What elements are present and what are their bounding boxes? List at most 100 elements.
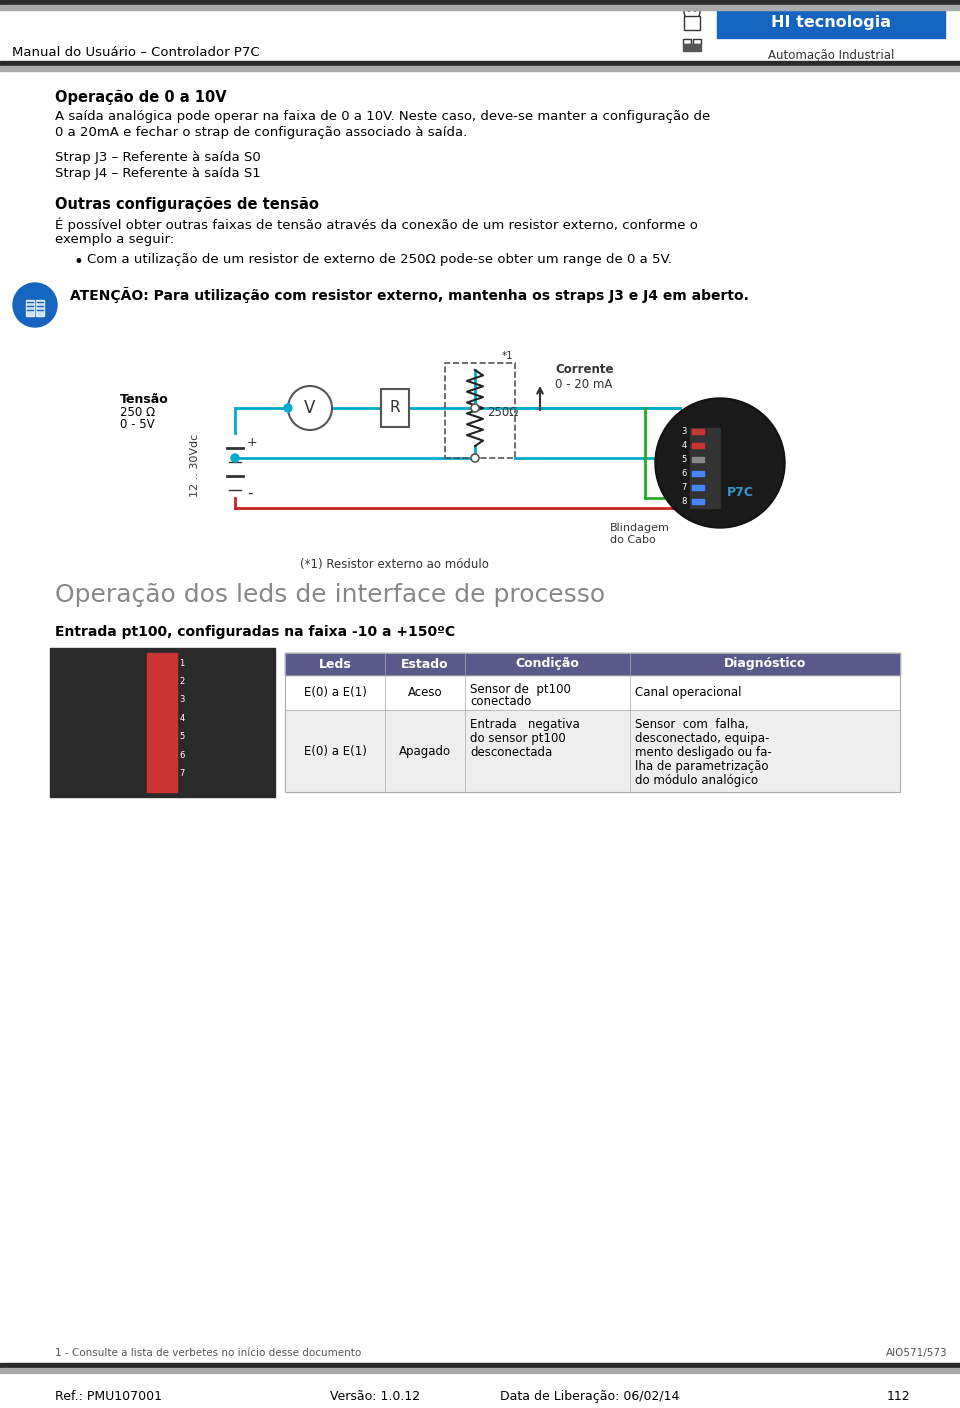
Text: 3: 3 — [682, 427, 687, 435]
Text: Ref.: PMU107001: Ref.: PMU107001 — [55, 1390, 162, 1402]
Text: Apagado: Apagado — [399, 745, 451, 758]
Text: do módulo analógico: do módulo analógico — [635, 774, 758, 787]
Text: Sensor de  pt100: Sensor de pt100 — [470, 683, 571, 696]
Text: 4: 4 — [180, 714, 184, 722]
Text: +: + — [247, 436, 257, 449]
Text: Strap J3 – Referente à saída S0: Strap J3 – Referente à saída S0 — [55, 151, 261, 163]
Text: 1 - Consulte a lista de verbetes no início desse documento: 1 - Consulte a lista de verbetes no iníc… — [55, 1347, 361, 1357]
Text: Versão: 1.0.12: Versão: 1.0.12 — [330, 1390, 420, 1402]
Text: 12 .. 30Vdc: 12 .. 30Vdc — [190, 434, 200, 497]
Text: do Cabo: do Cabo — [610, 535, 656, 545]
Text: Outras configurações de tensão: Outras configurações de tensão — [55, 197, 319, 213]
Text: 112: 112 — [886, 1390, 910, 1402]
Text: Entrada   negativa: Entrada negativa — [470, 718, 580, 731]
Text: ATENÇÃO: Para utilização com resistor externo, mantenha os straps J3 e J4 em abe: ATENÇÃO: Para utilização com resistor ex… — [70, 287, 749, 303]
Text: desconectado, equipa-: desconectado, equipa- — [635, 732, 769, 745]
Text: 5: 5 — [682, 455, 687, 463]
Text: Corrente: Corrente — [555, 363, 613, 376]
Circle shape — [471, 404, 479, 413]
Text: É possível obter outras faixas de tensão através da conexão de um resistor exter: É possível obter outras faixas de tensão… — [55, 217, 698, 231]
Circle shape — [284, 404, 292, 413]
Bar — [285, 674, 900, 710]
Bar — [50, 648, 275, 797]
Circle shape — [231, 453, 239, 462]
Circle shape — [684, 4, 700, 20]
Text: Diagnóstico: Diagnóstico — [724, 658, 806, 670]
Text: do sensor pt100: do sensor pt100 — [470, 732, 565, 745]
Bar — [0, 1369, 960, 1373]
Bar — [684, 15, 700, 30]
Text: Estado: Estado — [401, 658, 449, 670]
Text: -: - — [247, 486, 252, 500]
Circle shape — [288, 386, 332, 429]
Text: Leds: Leds — [319, 658, 351, 670]
Text: A saída analógica pode operar na faixa de 0 a 10V. Neste caso, deve-se manter a : A saída analógica pode operar na faixa d… — [55, 110, 710, 122]
Text: 8: 8 — [682, 497, 687, 505]
Text: E(0) a E(1): E(0) a E(1) — [303, 686, 367, 698]
Text: 3: 3 — [180, 696, 184, 704]
Text: 7: 7 — [180, 769, 184, 779]
Text: HI tecnologia: HI tecnologia — [771, 15, 891, 31]
Text: 4: 4 — [682, 441, 687, 449]
Circle shape — [693, 7, 697, 11]
Bar — [692, 458, 704, 462]
Text: Aceso: Aceso — [408, 686, 443, 698]
Text: Tensão: Tensão — [120, 393, 169, 406]
Circle shape — [13, 283, 57, 327]
Text: AIO571/573: AIO571/573 — [886, 1347, 948, 1357]
Bar — [0, 1363, 960, 1369]
Text: (*1) Resistor externo ao módulo: (*1) Resistor externo ao módulo — [300, 558, 489, 572]
Bar — [692, 472, 704, 476]
Bar — [0, 6, 960, 10]
Text: 0 a 20mA e fechar o strap de configuração associado à saída.: 0 a 20mA e fechar o strap de configuraçã… — [55, 125, 468, 139]
Text: conectado: conectado — [470, 696, 531, 708]
Text: E(0) a E(1): E(0) a E(1) — [303, 745, 367, 758]
Text: Condição: Condição — [516, 658, 580, 670]
Text: V: V — [304, 398, 316, 417]
Text: 7: 7 — [682, 483, 687, 491]
Bar — [683, 39, 691, 44]
Text: 250Ω: 250Ω — [487, 407, 518, 420]
Text: lha de parametrização: lha de parametrização — [635, 760, 769, 773]
Text: Manual do Usuário – Controlador P7C: Manual do Usuário – Controlador P7C — [12, 45, 259, 59]
Text: •: • — [73, 253, 83, 270]
Bar — [24, 297, 46, 317]
Text: 6: 6 — [682, 469, 687, 477]
Bar — [693, 39, 701, 44]
Circle shape — [655, 398, 785, 528]
Text: Blindagem: Blindagem — [610, 522, 670, 534]
Text: Operação de 0 a 10V: Operação de 0 a 10V — [55, 90, 227, 106]
Bar — [683, 44, 701, 51]
Circle shape — [471, 453, 479, 462]
Text: 250 Ω: 250 Ω — [120, 406, 156, 420]
Text: P7C: P7C — [727, 487, 754, 500]
Text: 0 - 5V: 0 - 5V — [120, 418, 155, 431]
Bar — [26, 300, 34, 315]
Text: 6: 6 — [180, 750, 184, 760]
Bar — [692, 498, 704, 504]
Text: Com a utilização de um resistor de externo de 250Ω pode-se obter um range de 0 a: Com a utilização de um resistor de exter… — [87, 253, 672, 266]
Bar — [285, 710, 900, 791]
Circle shape — [657, 400, 783, 527]
Text: Operação dos leds de interface de processo: Operação dos leds de interface de proces… — [55, 583, 605, 607]
Bar — [285, 653, 900, 674]
Text: desconectada: desconectada — [470, 746, 552, 759]
Bar — [692, 484, 704, 490]
Text: Strap J4 – Referente à saída S1: Strap J4 – Referente à saída S1 — [55, 168, 261, 180]
Bar — [381, 389, 409, 427]
Text: *1: *1 — [501, 351, 513, 360]
Text: 1: 1 — [180, 659, 184, 667]
Text: exemplo a seguir:: exemplo a seguir: — [55, 232, 174, 246]
Bar — [0, 66, 960, 70]
Circle shape — [687, 7, 691, 11]
Bar — [717, 8, 945, 38]
Bar — [690, 428, 720, 508]
Text: Automação Industrial: Automação Industrial — [768, 48, 894, 62]
Bar — [692, 429, 704, 434]
Text: 5: 5 — [180, 732, 184, 741]
Bar — [445, 363, 515, 458]
Bar — [692, 444, 704, 448]
Bar — [36, 300, 44, 315]
Text: Entrada pt100, configuradas na faixa -10 a +150ºC: Entrada pt100, configuradas na faixa -10… — [55, 625, 455, 639]
Bar — [147, 653, 177, 791]
